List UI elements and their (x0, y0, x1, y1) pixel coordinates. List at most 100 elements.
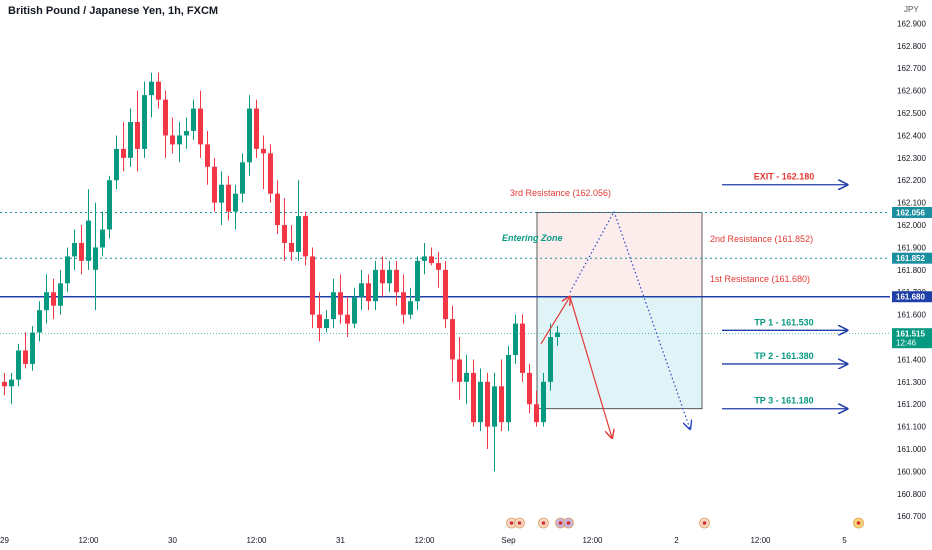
candle-body (107, 180, 112, 230)
y-tick-label: 160.700 (897, 512, 926, 521)
candle (233, 184, 238, 230)
candle (268, 144, 273, 203)
candle-body (254, 108, 259, 149)
candle (464, 354, 469, 405)
candle-body (443, 269, 448, 320)
candle-body (93, 247, 98, 270)
candle-body (478, 381, 483, 423)
candle (226, 175, 231, 221)
candle-body (135, 122, 140, 149)
candle-body (548, 337, 553, 382)
y-tick-label: 161.000 (897, 445, 926, 454)
candle (478, 368, 483, 432)
candle-body (450, 319, 455, 360)
candle-body (324, 319, 329, 329)
candle-body (23, 350, 28, 364)
candle-body (233, 193, 238, 212)
candle (366, 274, 371, 311)
candle (394, 260, 399, 306)
candle-body (415, 260, 420, 302)
candle (37, 301, 42, 342)
candle (373, 260, 378, 311)
y-axis-bg (890, 0, 932, 550)
candle (317, 292, 322, 342)
candle-body (44, 292, 49, 311)
price-tag-2nd: 161.852 (896, 254, 925, 263)
candle-body (436, 263, 441, 270)
candle-body (72, 242, 77, 257)
candle-body (485, 381, 490, 427)
candle-body (387, 269, 392, 284)
candle (114, 135, 119, 190)
candle (247, 95, 252, 176)
x-tick-label: 30 (168, 536, 177, 545)
candle (506, 346, 511, 432)
candle-body (527, 372, 532, 405)
candle-body (142, 95, 147, 149)
target-label-tp2: TP 2 - 161.380 (754, 351, 813, 361)
x-tick-label: 12:00 (582, 536, 603, 545)
candle-body (471, 372, 476, 423)
candle (429, 247, 434, 266)
candle-body (226, 184, 231, 212)
candle (79, 225, 84, 275)
candle-body (366, 283, 371, 302)
x-tick-label: 31 (336, 536, 345, 545)
candle (51, 278, 56, 320)
target-label-tp3: TP 3 - 161.180 (754, 396, 813, 406)
candle (485, 372, 490, 450)
y-tick-label: 161.300 (897, 378, 926, 387)
y-tick-label: 160.800 (897, 490, 926, 499)
candle-body (268, 153, 273, 194)
candle (555, 325, 560, 346)
candle-body (331, 292, 336, 320)
blue-dotted-up (569, 211, 615, 293)
red-arrow-up (540, 297, 570, 345)
x-tick-label: 12:00 (246, 536, 267, 545)
candle-body (373, 269, 378, 302)
candle-body (100, 229, 105, 248)
candle (135, 90, 140, 172)
y-tick-label: 161.600 (897, 311, 926, 320)
candle-body (352, 296, 357, 324)
candle (520, 314, 525, 382)
event-marker-icon (506, 517, 525, 529)
candle-body (58, 283, 63, 306)
target-label-exit: EXIT - 162.180 (754, 172, 815, 182)
candle (548, 323, 553, 391)
candle (492, 372, 497, 472)
price-tag-3rd: 162.056 (896, 208, 925, 217)
y-tick-label: 161.900 (897, 243, 926, 252)
candle (163, 90, 168, 158)
candle (128, 108, 133, 167)
candle-body (541, 381, 546, 423)
candle (240, 153, 245, 203)
candle-body (464, 372, 469, 382)
event-flag-dot (566, 521, 571, 525)
event-flag-dot (702, 521, 707, 525)
y-tick-label: 161.400 (897, 355, 926, 364)
resistance3-label: 3rd Resistance (162.056) (510, 188, 611, 198)
x-tick-label: Sep (501, 536, 516, 545)
candle (352, 287, 357, 329)
candle (338, 274, 343, 324)
candle-body (37, 310, 42, 333)
x-tick-label: 29 (0, 536, 9, 545)
candle-body (520, 323, 525, 373)
candle (401, 274, 406, 324)
event-marker-icon (853, 517, 864, 529)
candle (513, 314, 518, 364)
candle-body (128, 122, 133, 158)
event-marker-icon (555, 517, 574, 529)
candle-body (282, 225, 287, 243)
event-flag-dot (558, 521, 563, 525)
candle-body (338, 292, 343, 315)
resistance1-label: 1st Resistance (161.680) (710, 274, 810, 284)
candle (541, 372, 546, 427)
candle (23, 332, 28, 369)
candle (408, 287, 413, 320)
y-tick-label: 162.400 (897, 131, 926, 140)
y-tick-label: 161.800 (897, 266, 926, 275)
x-tick-label: 2 (674, 536, 679, 545)
